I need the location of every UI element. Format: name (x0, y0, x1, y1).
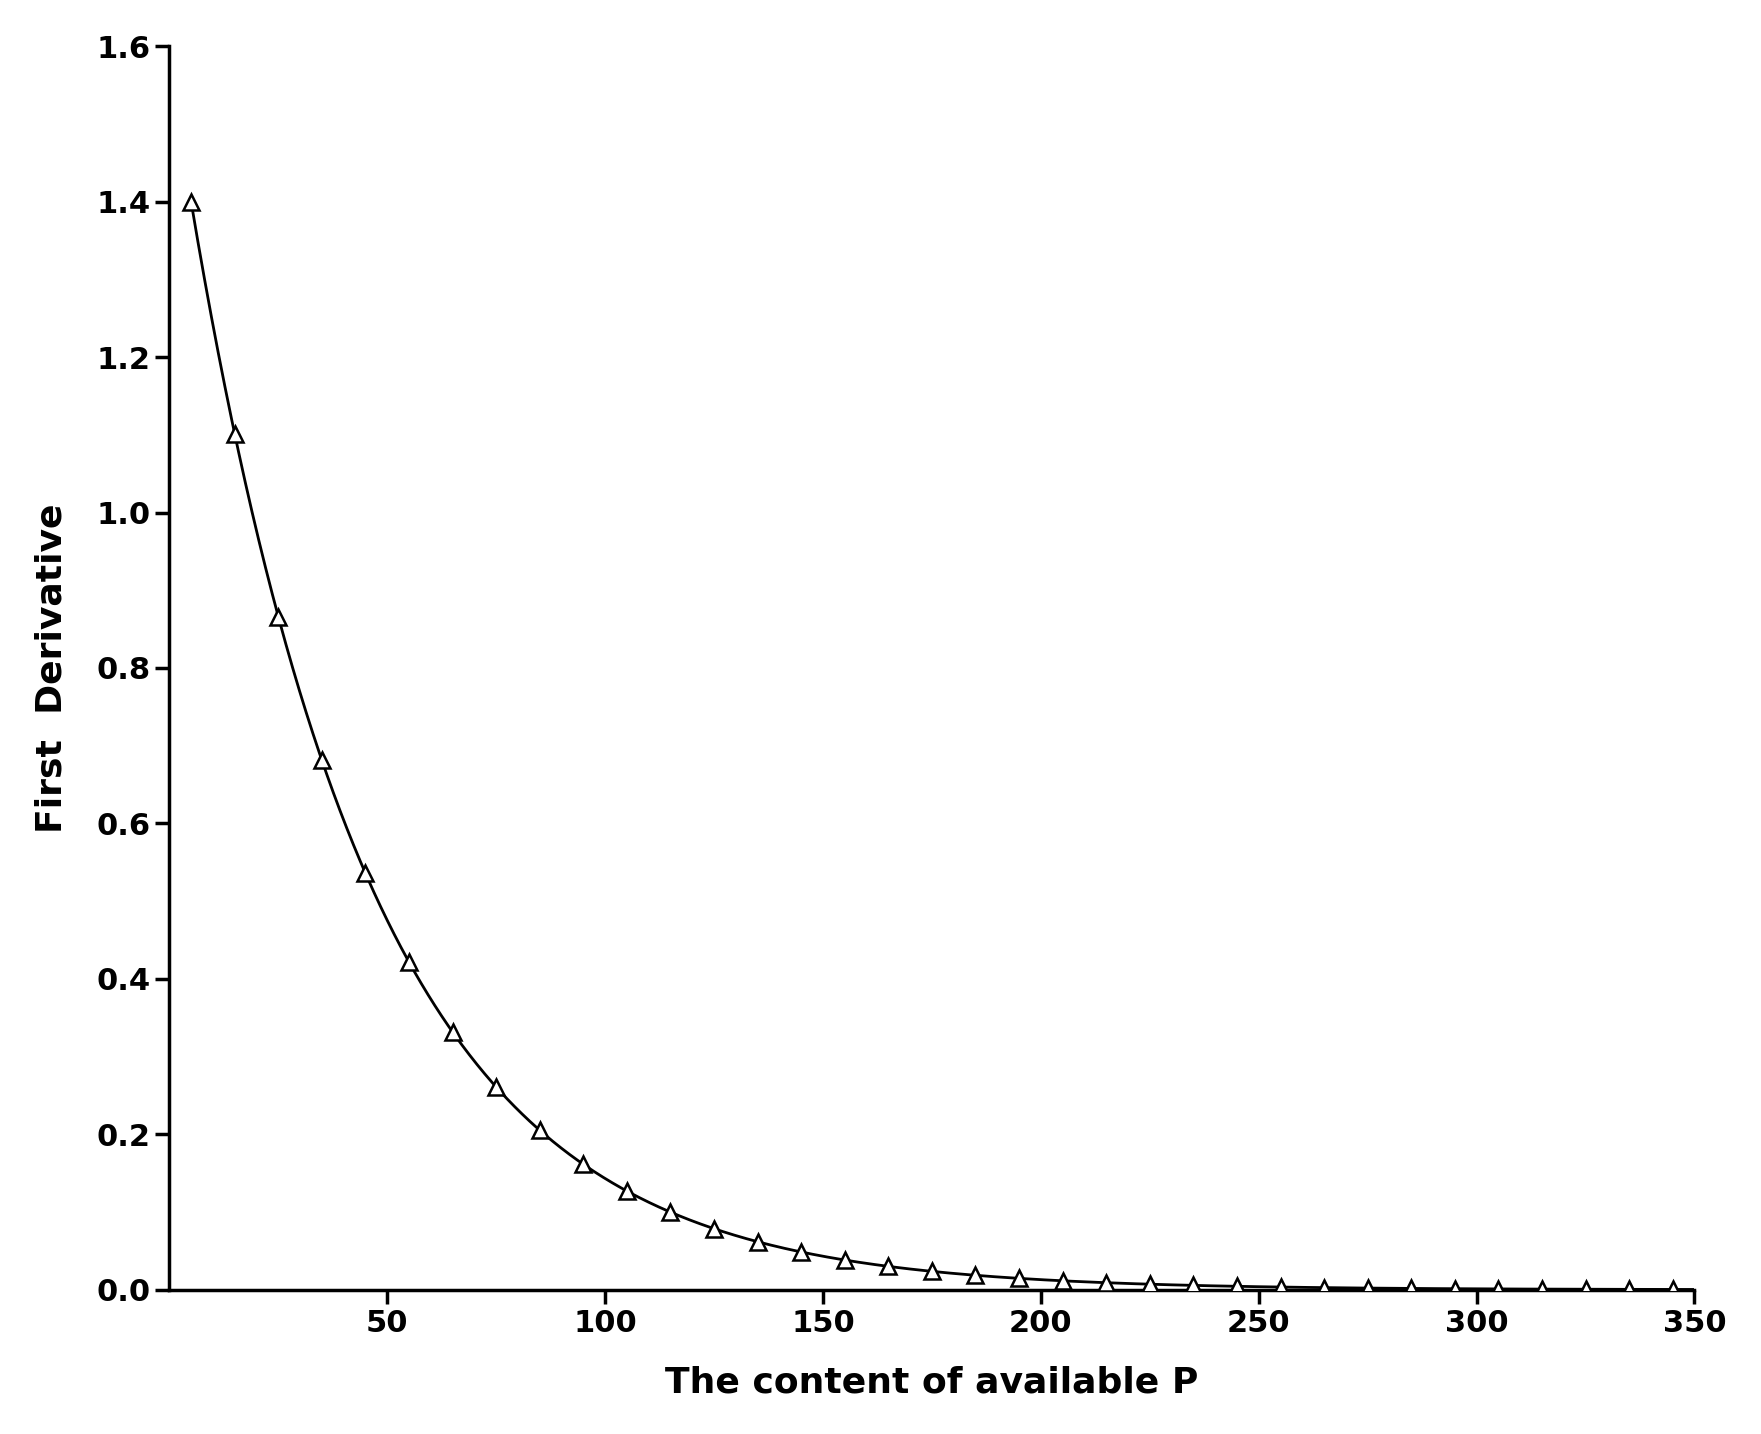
Y-axis label: First  Derivative: First Derivative (35, 503, 69, 833)
X-axis label: The content of available P: The content of available P (666, 1365, 1199, 1400)
